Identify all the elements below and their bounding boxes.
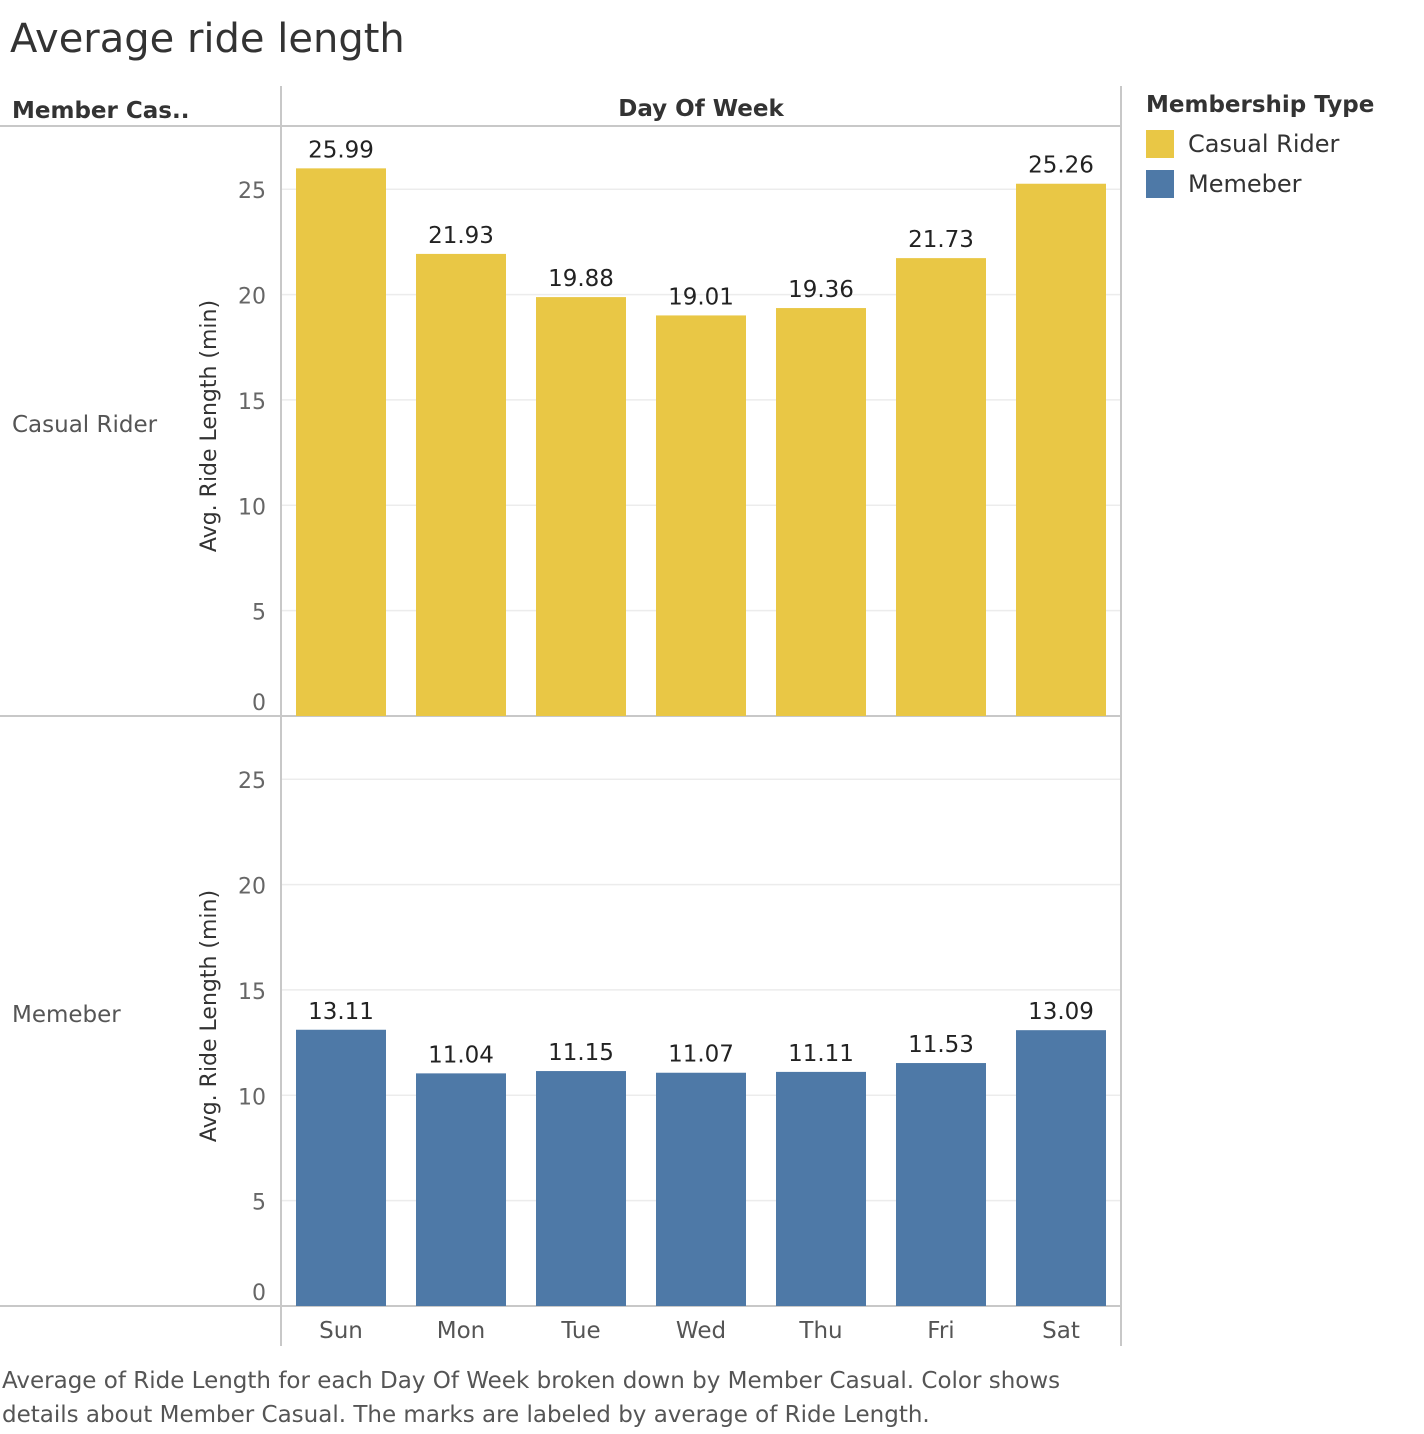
legend-item-memeber[interactable]: Memeber bbox=[1146, 164, 1374, 204]
bar bbox=[296, 168, 386, 716]
data-label: 19.01 bbox=[668, 284, 734, 310]
legend-item-casual-rider[interactable]: Casual Rider bbox=[1146, 124, 1374, 164]
data-label: 13.11 bbox=[308, 999, 374, 1025]
y-tick-label: 25 bbox=[238, 769, 266, 794]
data-label: 19.88 bbox=[548, 266, 614, 292]
page-title: Average ride length bbox=[10, 16, 405, 62]
column-header: Day Of Week bbox=[618, 96, 784, 122]
x-tick-label: Thu bbox=[798, 1318, 842, 1344]
labels: Member Cas.. Day Of Week Casual Rider Avg. … bbox=[12, 96, 1094, 1344]
bar bbox=[1016, 1030, 1106, 1306]
data-label: 25.99 bbox=[308, 137, 374, 163]
x-tick-label: Fri bbox=[927, 1318, 954, 1344]
x-tick-label: Tue bbox=[560, 1318, 600, 1344]
x-tick-label: Sun bbox=[319, 1318, 363, 1344]
data-label: 21.93 bbox=[428, 223, 494, 249]
y-axis-title: Avg. Ride Length (min) bbox=[197, 890, 222, 1142]
data-label: 11.53 bbox=[908, 1032, 974, 1058]
legend-swatch bbox=[1146, 170, 1174, 198]
row-label: Casual Rider bbox=[12, 412, 158, 438]
data-label: 13.09 bbox=[1028, 999, 1094, 1025]
bar bbox=[416, 1073, 506, 1306]
row-header: Member Cas.. bbox=[12, 98, 189, 124]
legend-title: Membership Type bbox=[1146, 92, 1375, 118]
y-tick-label: 10 bbox=[238, 1085, 266, 1110]
bar bbox=[296, 1029, 386, 1306]
legend: Membership Type Casual Rider Memeber bbox=[1146, 92, 1374, 204]
data-label: 11.07 bbox=[668, 1042, 734, 1068]
data-label: 11.11 bbox=[788, 1041, 854, 1067]
bar bbox=[656, 315, 746, 716]
bar bbox=[776, 1071, 866, 1306]
y-tick-label: 15 bbox=[238, 390, 266, 415]
data-label: 21.73 bbox=[908, 227, 974, 253]
bar bbox=[896, 1063, 986, 1306]
bar bbox=[896, 258, 986, 716]
bars bbox=[296, 168, 1106, 1306]
bar bbox=[656, 1072, 746, 1306]
y-tick-label: 15 bbox=[238, 980, 266, 1005]
bar bbox=[536, 297, 626, 716]
y-tick-label: 5 bbox=[252, 1191, 266, 1216]
bar bbox=[536, 1071, 626, 1306]
y-tick-label: 10 bbox=[238, 495, 266, 520]
y-tick-label: 0 bbox=[252, 1281, 266, 1306]
caption: Average of Ride Length for each Day Of W… bbox=[2, 1368, 1061, 1428]
x-tick-label: Mon bbox=[437, 1318, 486, 1344]
data-label: 19.36 bbox=[788, 277, 854, 303]
row-label: Memeber bbox=[12, 1002, 121, 1028]
y-tick-label: 20 bbox=[238, 875, 266, 900]
x-tick-label: Wed bbox=[676, 1318, 726, 1344]
bar bbox=[776, 308, 866, 716]
data-label: 11.04 bbox=[428, 1042, 494, 1068]
bar bbox=[416, 253, 506, 716]
y-tick-label: 20 bbox=[238, 285, 266, 310]
legend-label: Casual Rider bbox=[1188, 130, 1340, 158]
y-tick-label: 0 bbox=[252, 691, 266, 716]
x-tick-label: Sat bbox=[1042, 1318, 1080, 1344]
legend-label: Memeber bbox=[1188, 170, 1302, 198]
bar bbox=[1016, 183, 1106, 716]
y-axis-title: Avg. Ride Length (min) bbox=[197, 300, 222, 552]
legend-swatch bbox=[1146, 130, 1174, 158]
data-label: 25.26 bbox=[1028, 153, 1094, 179]
y-tick-label: 5 bbox=[252, 601, 266, 626]
y-tick-label: 25 bbox=[238, 179, 266, 204]
data-label: 11.15 bbox=[548, 1040, 614, 1066]
